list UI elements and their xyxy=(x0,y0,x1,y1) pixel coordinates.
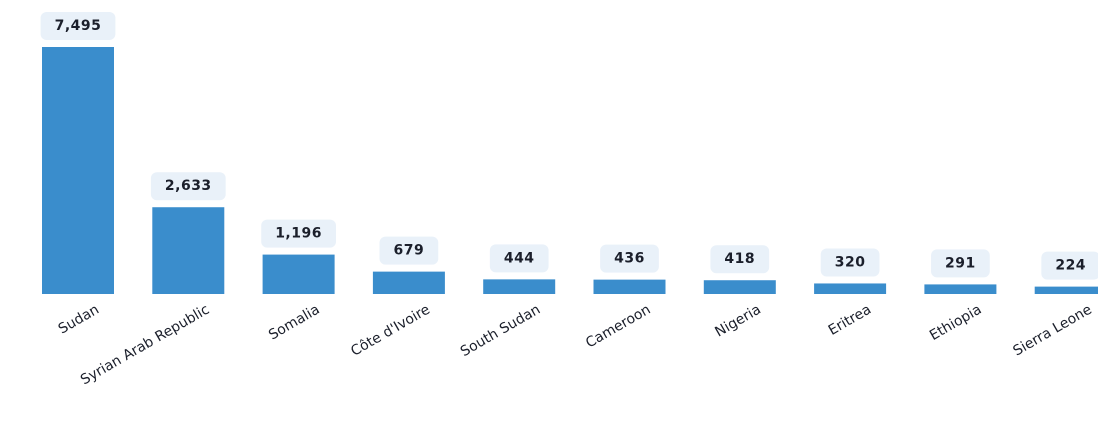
bar xyxy=(262,254,335,294)
value-label: 436 xyxy=(614,251,645,267)
value-label: 224 xyxy=(1055,258,1086,274)
x-tick-label: Côte d'Ivoire xyxy=(348,302,433,360)
bar xyxy=(1034,286,1098,294)
bar xyxy=(814,283,887,294)
x-tick-label: Cameroon xyxy=(583,302,653,352)
value-label-box xyxy=(40,12,116,40)
value-label-box xyxy=(820,248,880,277)
x-tick-label: South Sudan xyxy=(458,302,543,360)
value-label: 444 xyxy=(504,250,535,266)
value-label-box xyxy=(489,244,549,273)
x-tick-label: Somalia xyxy=(266,302,323,344)
value-label-box xyxy=(931,249,990,278)
value-label-box xyxy=(261,219,336,248)
value-label: 320 xyxy=(835,254,866,270)
x-tick-label: Sudan xyxy=(56,302,102,338)
bar xyxy=(42,47,114,294)
value-label-box xyxy=(600,244,659,273)
value-label: 418 xyxy=(724,251,755,267)
bar xyxy=(593,279,666,294)
bar xyxy=(152,207,225,294)
x-tick-label: Ethiopia xyxy=(927,302,984,344)
bar xyxy=(703,280,776,294)
value-label-box xyxy=(379,236,439,265)
value-label-box xyxy=(150,172,226,201)
bar xyxy=(483,279,556,294)
value-label: 291 xyxy=(945,255,976,271)
bar xyxy=(372,271,445,294)
value-label: 1,196 xyxy=(275,226,322,242)
value-label: 7,495 xyxy=(55,18,102,34)
x-tick-label: Nigeria xyxy=(712,302,763,341)
value-label-box xyxy=(1041,251,1098,280)
x-tick-label: Eritrea xyxy=(826,302,874,339)
bar xyxy=(924,284,997,294)
value-label: 679 xyxy=(394,243,425,259)
value-label-box xyxy=(710,245,770,274)
x-tick-label: Sierra Leone xyxy=(1011,302,1095,360)
value-label: 2,633 xyxy=(165,178,212,194)
